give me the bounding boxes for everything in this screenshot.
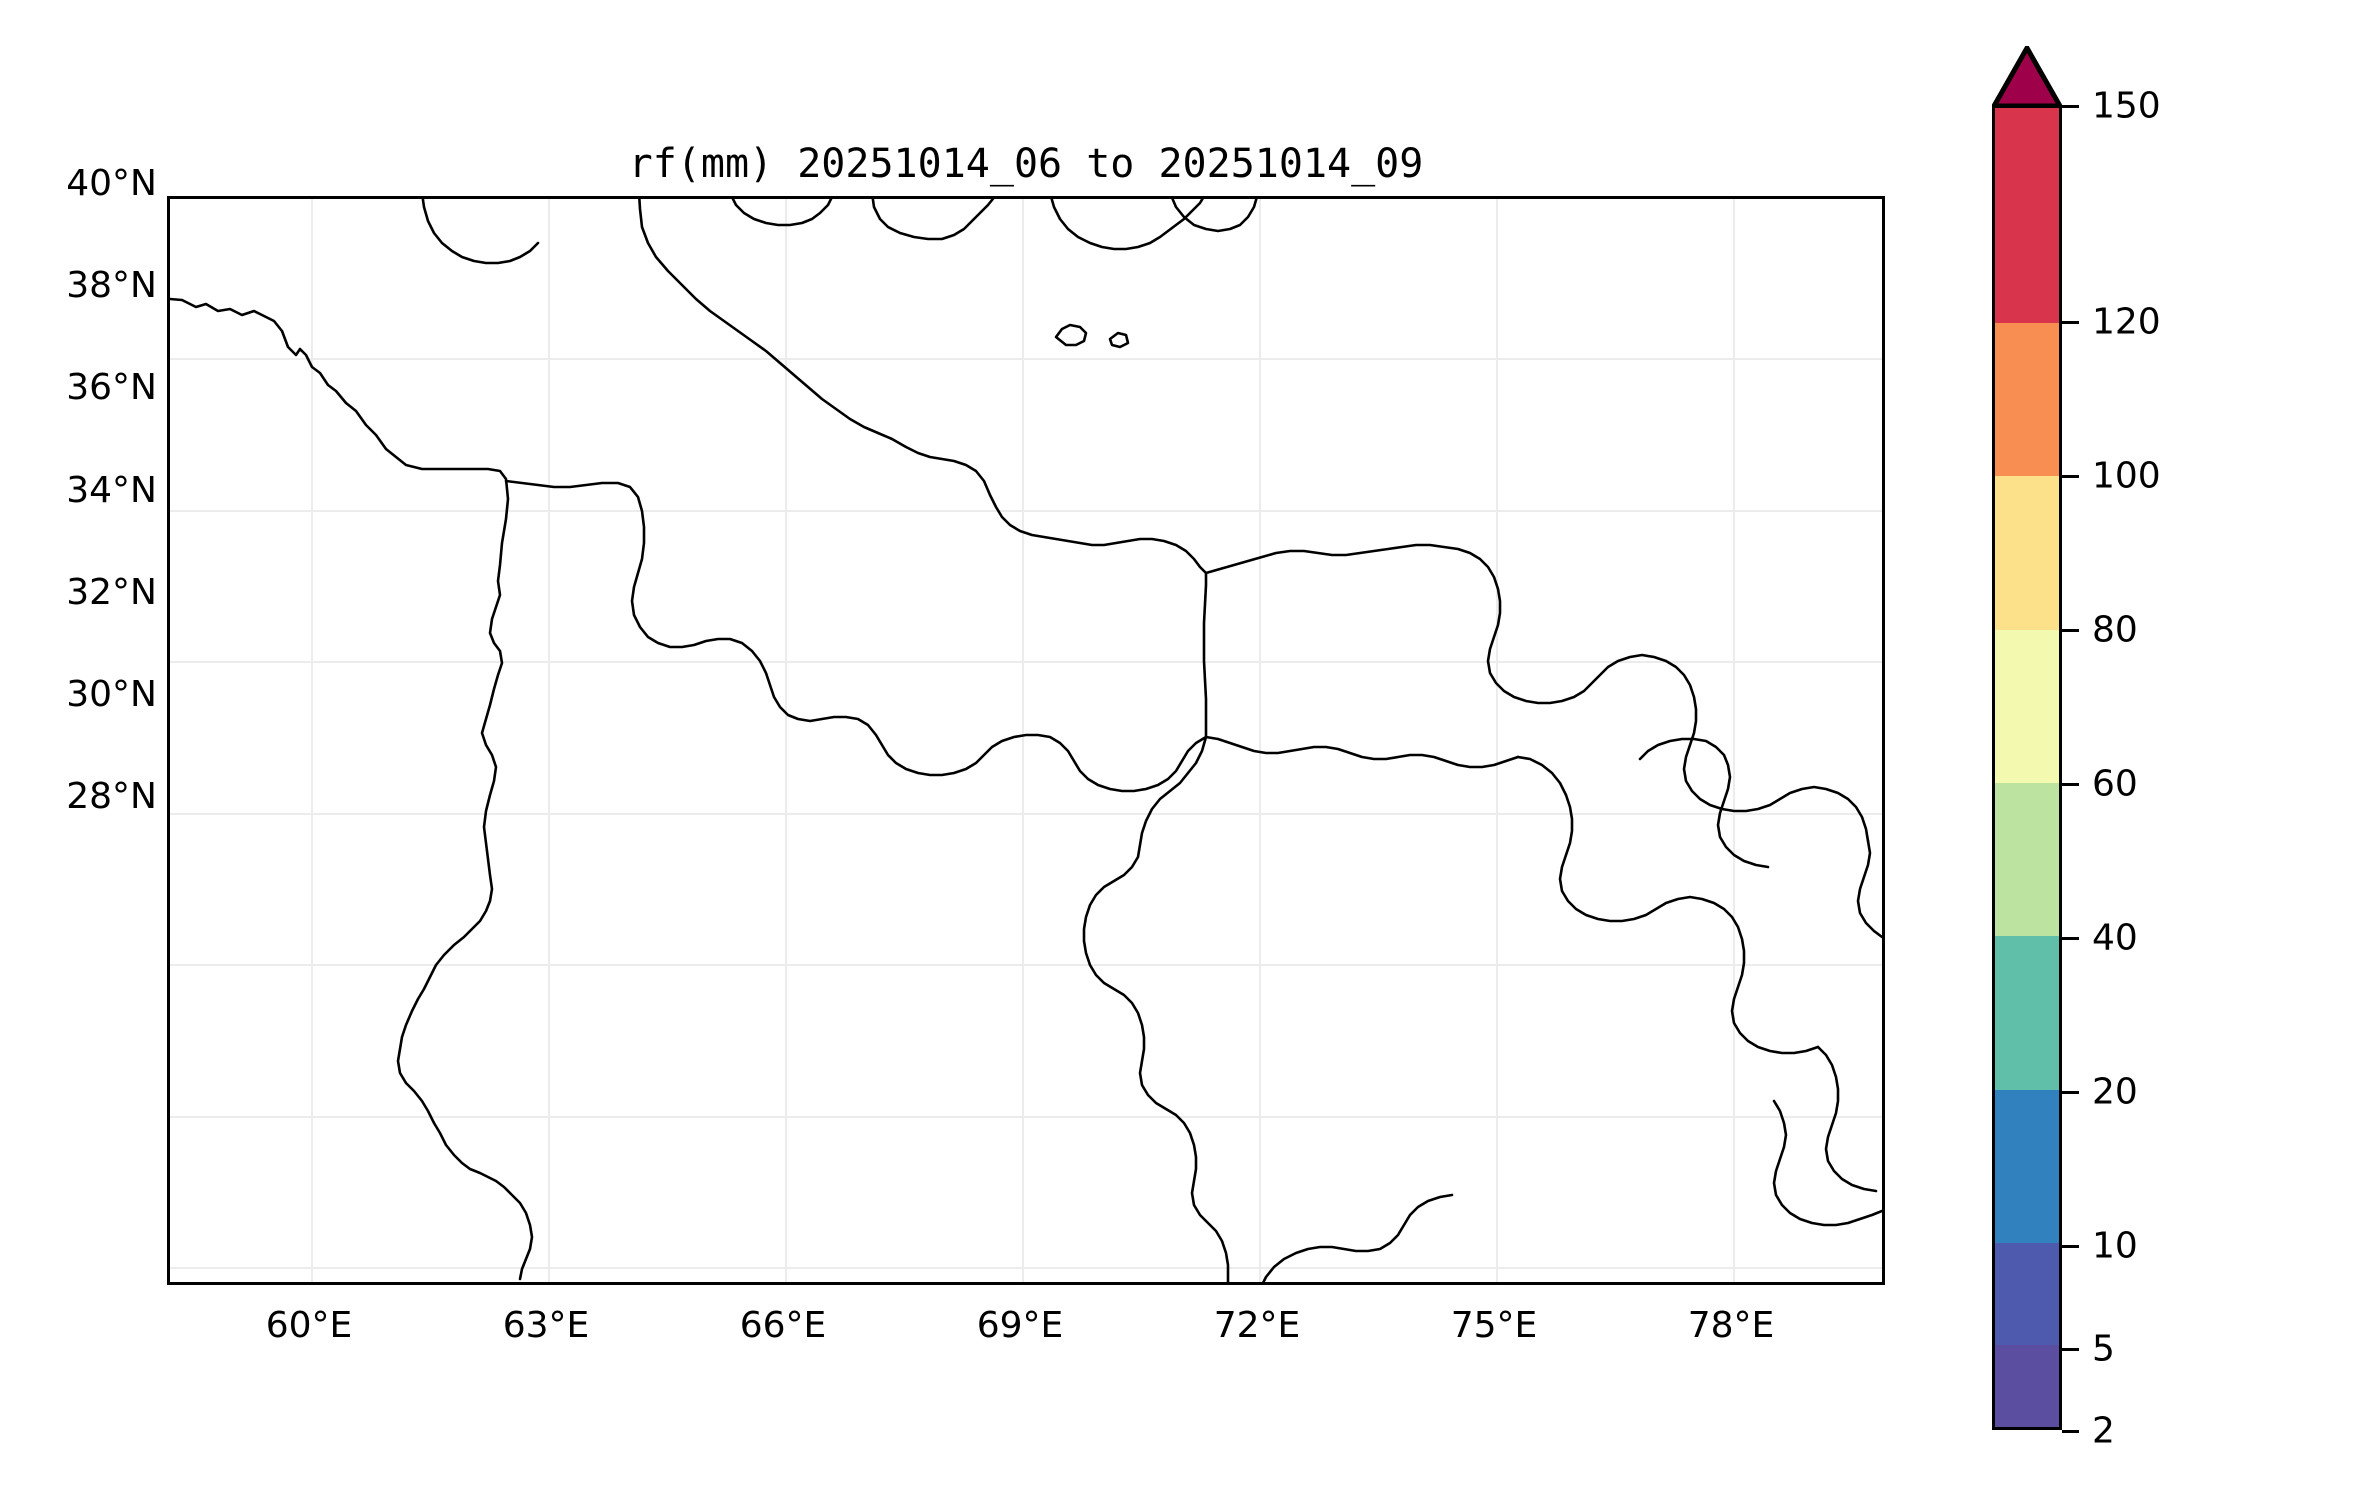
border-uzbekistan-kazakh <box>1050 199 1204 251</box>
colorbar-gradient[interactable] <box>1992 105 2062 1430</box>
colorbar-tick-mark-80 <box>2062 629 2079 632</box>
border-aral-fragment-1 <box>1054 323 1088 347</box>
colorbar-tick-mark-40 <box>2062 937 2079 940</box>
colorbar-tick-label-40: 40 <box>2092 917 2138 959</box>
border-pakistan-east <box>1082 735 1230 1282</box>
lon-tick-label-66E: 66°E <box>739 1305 827 1346</box>
lat-tick-label-38N: 38°N <box>66 265 157 306</box>
border-afghanistan <box>504 479 1208 793</box>
colorbar-tick-mark-60 <box>2062 783 2079 786</box>
map-plot-area[interactable] <box>167 196 1885 1285</box>
country-borders <box>170 199 1882 1282</box>
colorbar-tick-mark-5 <box>2062 1348 2079 1351</box>
colorbar-band-20-40 <box>1995 936 2059 1090</box>
lat-tick-label-32N: 32°N <box>66 572 157 613</box>
colorbar-tick-label-2: 2 <box>2092 1410 2115 1452</box>
colorbar-tick-label-10: 10 <box>2092 1225 2138 1267</box>
border-india-kashmir <box>1816 1045 1878 1193</box>
lat-tick-label-30N: 30°N <box>66 674 157 715</box>
lon-tick-label-72E: 72°E <box>1213 1305 1301 1346</box>
colorbar-band-80-100 <box>1995 476 2059 630</box>
border-aral-fragment-2 <box>1108 331 1130 349</box>
map-gridlines <box>170 199 1882 1282</box>
colorbar-tick-label-20: 20 <box>2092 1071 2138 1113</box>
colorbar-tick-mark-150 <box>2062 105 2079 108</box>
lon-tick-label-69E: 69°E <box>976 1305 1064 1346</box>
border-china-west <box>1638 737 1770 869</box>
lat-tick-label-40N: 40°N <box>66 163 157 204</box>
colorbar-band-120-150 <box>1995 108 2059 323</box>
plot-title-line-1: rf(mm) 20251014_06 to 20251014_09 <box>628 141 1424 188</box>
colorbar-band-5-10 <box>1995 1243 2059 1346</box>
colorbar-band-40-60 <box>1995 782 2059 937</box>
colorbar-band-10-20 <box>1995 1089 2059 1244</box>
colorbar-tick-label-120: 120 <box>2092 301 2161 343</box>
colorbar-band-60-80 <box>1995 629 2059 783</box>
map-canvas <box>170 199 1882 1282</box>
colorbar-tick-label-80: 80 <box>2092 609 2138 651</box>
colorbar-tick-label-60: 60 <box>2092 763 2138 805</box>
lon-tick-label-75E: 75°E <box>1450 1305 1538 1346</box>
colorbar-tick-mark-120 <box>2062 321 2079 324</box>
border-pakistan-north <box>1516 755 1820 1055</box>
colorbar-ticks: 150 120 100 80 60 40 20 10 5 2 <box>2062 46 2322 1452</box>
lon-tick-label-78E: 78°E <box>1687 1305 1775 1346</box>
border-turkmenistan <box>638 199 1208 575</box>
border-uzbekistan <box>871 199 995 241</box>
coast-northwest <box>421 199 540 265</box>
colorbar-tick-mark-20 <box>2062 1091 2079 1094</box>
lon-tick-label-63E: 63°E <box>502 1305 590 1346</box>
lat-tick-label-34N: 34°N <box>66 470 157 511</box>
border-tajikistan-north <box>1204 543 1870 843</box>
lat-tick-label-36N: 36°N <box>66 367 157 408</box>
colorbar-tick-mark-10 <box>2062 1245 2079 1248</box>
border-wakhan-corridor <box>1204 735 1520 769</box>
colorbar-tick-mark-100 <box>2062 475 2079 478</box>
border-iran-north <box>170 297 534 1281</box>
colorbar-tick-label-100: 100 <box>2092 455 2161 497</box>
colorbar-band-100-120 <box>1995 322 2059 477</box>
colorbar-tick-label-5: 5 <box>2092 1328 2115 1370</box>
border-india-west <box>1856 839 1882 939</box>
lat-tick-label-28N: 28°N <box>66 776 157 817</box>
colorbar-band-2-5 <box>1995 1345 2059 1427</box>
colorbar-tick-mark-2 <box>2062 1430 2079 1433</box>
border-pakistan-south <box>1262 1193 1454 1282</box>
coast-aral-north <box>731 199 833 227</box>
coast-aral-east <box>1171 199 1258 233</box>
lon-tick-label-60E: 60°E <box>265 1305 353 1346</box>
colorbar[interactable]: 150 120 100 80 60 40 20 10 5 2 <box>1992 46 2322 1452</box>
border-india-southwest <box>1772 1099 1882 1227</box>
colorbar-extend-arrow-icon <box>1992 46 2062 108</box>
colorbar-tick-label-150: 150 <box>2092 85 2161 127</box>
